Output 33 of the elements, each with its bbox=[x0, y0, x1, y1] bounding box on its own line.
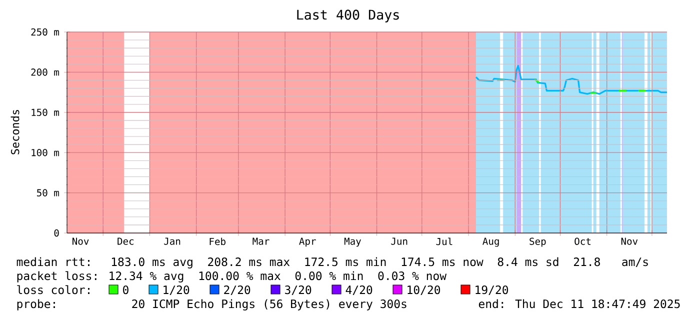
text: end: Thu Dec 11 18:47:49 2025 bbox=[478, 299, 680, 308]
legend-label: 4/20 bbox=[346, 285, 372, 296]
y-tick-label: 150 m bbox=[32, 108, 59, 116]
text: median rtt: 183.0 ms avg 208.2 ms max 172.5 ms min 174.5 ms now 8.4 ms sd 21.8 am/s bbox=[16, 257, 648, 268]
x-tick-label: Mar bbox=[252, 238, 270, 245]
y-tick-label: 100 m bbox=[32, 148, 59, 156]
text: packet loss: 12.34 % avg 100.00 % max 0.00 % min 0.03 % now bbox=[17, 271, 447, 282]
x-tick-label: Aug bbox=[482, 238, 499, 247]
x-tick-label: Oct bbox=[574, 238, 591, 245]
x-tick-label: May bbox=[344, 238, 361, 247]
legend-label: 1/20 bbox=[164, 285, 190, 296]
x-tick-label: Dec bbox=[118, 238, 134, 245]
x-tick-label: Jan bbox=[164, 238, 180, 245]
legend-label: 0 bbox=[123, 285, 128, 294]
text: probe: 20 ICMP Echo Pings (56 Bytes) every 300s bbox=[17, 299, 406, 310]
x-tick-label: Jul bbox=[436, 238, 452, 246]
y-tick-label: 0 bbox=[54, 229, 59, 237]
legend-label: 10/20 bbox=[408, 285, 440, 296]
x-tick-label: Nov bbox=[72, 238, 89, 245]
legend-label: 3/20 bbox=[285, 285, 312, 296]
x-tick-label: Apr bbox=[299, 238, 316, 247]
legend-title: loss color: bbox=[17, 285, 90, 294]
x-tick-label: Feb bbox=[210, 238, 226, 246]
y-tick-label: 50 m bbox=[37, 189, 59, 196]
y-tick-label: 200 m bbox=[31, 68, 59, 76]
y-tick-label: 250 m bbox=[31, 28, 59, 36]
chart-title: Last 400 Days bbox=[297, 10, 399, 22]
legend-label: 19/20 bbox=[476, 285, 508, 296]
x-tick-label: Nov bbox=[621, 238, 638, 245]
x-tick-label: Jun bbox=[391, 238, 408, 245]
x-tick-label: Sep bbox=[530, 238, 546, 247]
legend-label: 2/20 bbox=[224, 285, 250, 296]
y-axis-title: Seconds bbox=[10, 110, 20, 154]
